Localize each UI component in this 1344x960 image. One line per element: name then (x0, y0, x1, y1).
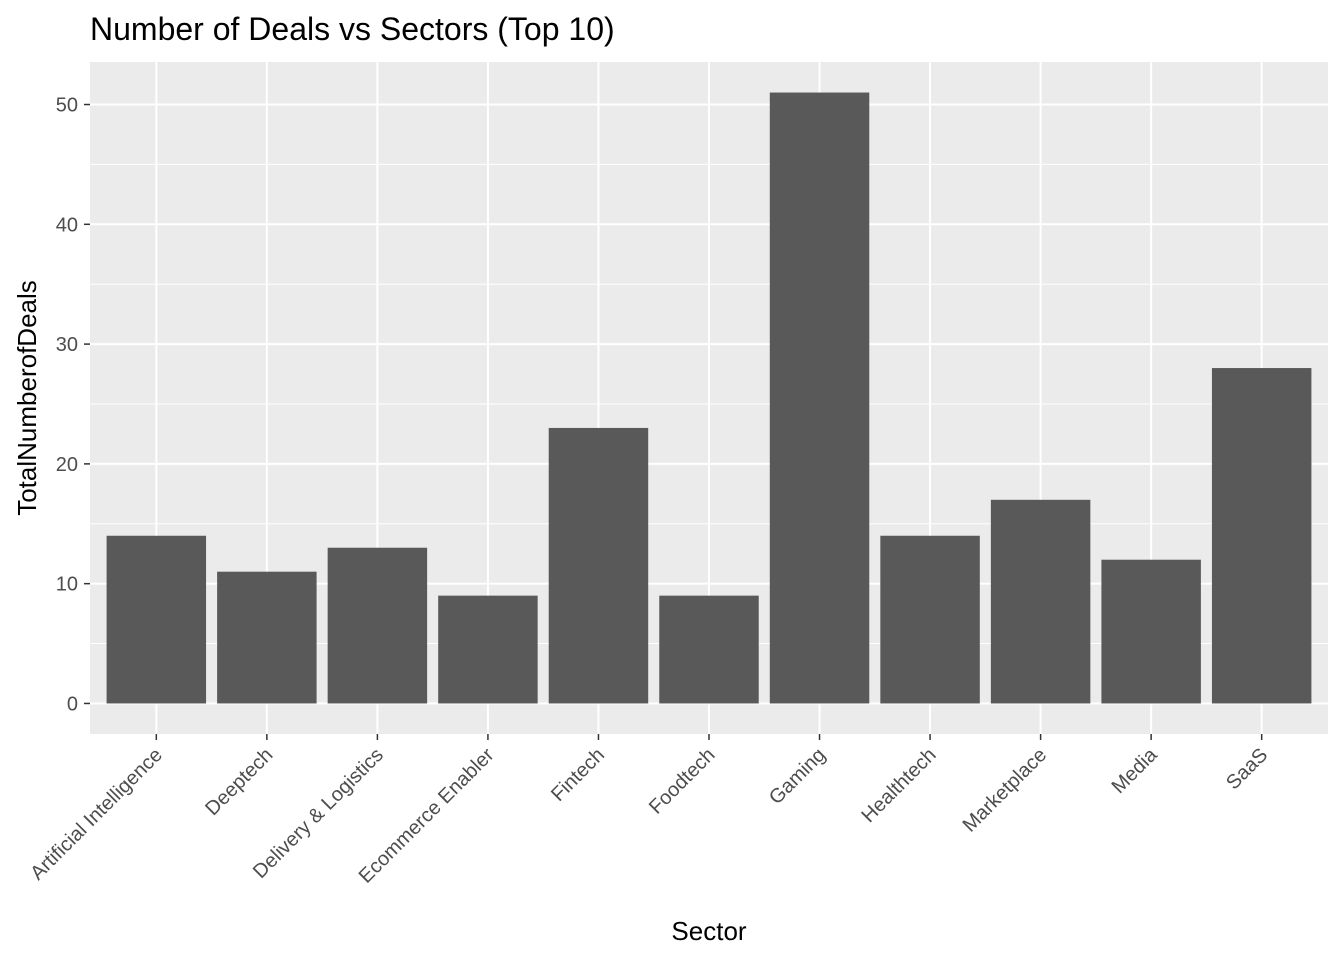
x-tick-label: Artificial Intelligence (26, 744, 167, 885)
y-axis-title: TotalNumberofDeals (12, 280, 42, 516)
x-tick-label: Gaming (765, 744, 830, 809)
bar (106, 535, 207, 704)
x-tick-label: Marketplace (959, 744, 1052, 837)
chart-title: Number of Deals vs Sectors (Top 10) (90, 11, 615, 47)
y-tick-label: 40 (56, 214, 78, 236)
bar (548, 427, 649, 704)
x-tick-label: Deeptech (201, 744, 277, 820)
bar (990, 499, 1091, 704)
y-tick-label: 20 (56, 454, 78, 476)
bar (769, 92, 870, 704)
bar (659, 595, 759, 704)
x-tick-label: Fintech (547, 744, 609, 806)
y-tick-label: 50 (56, 95, 78, 117)
bar (880, 535, 980, 704)
x-tick-label: Media (1108, 743, 1163, 798)
y-tick-label: 30 (56, 334, 78, 356)
bar (438, 595, 538, 704)
y-tick-label: 0 (67, 693, 78, 715)
x-tick-label: SaaS (1222, 744, 1272, 794)
x-tick-label: Healthtech (857, 744, 940, 827)
y-axis: 0 10 20 30 40 50 (56, 95, 90, 715)
bar (1101, 559, 1201, 704)
bar (1211, 368, 1312, 704)
y-tick-label: 10 (56, 574, 78, 596)
bar (217, 571, 317, 704)
bars (106, 92, 1312, 704)
x-tick-label: Foodtech (645, 744, 720, 819)
x-axis-title: Sector (671, 916, 746, 946)
x-axis: Artificial Intelligence DeeptechDelivery … (26, 734, 1272, 888)
bar (327, 547, 428, 704)
